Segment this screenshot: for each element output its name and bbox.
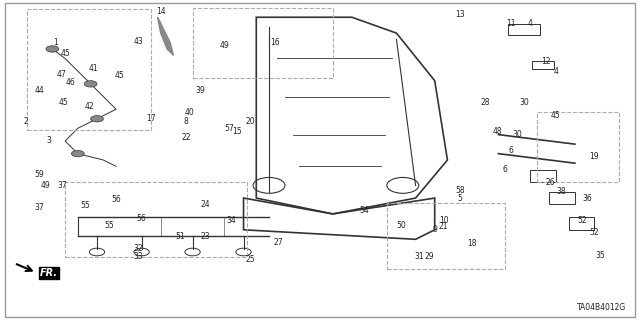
Circle shape — [46, 46, 59, 52]
Text: 56: 56 — [137, 214, 147, 223]
Text: 36: 36 — [583, 194, 593, 203]
Bar — [193, 8, 333, 77]
Text: 39: 39 — [195, 86, 205, 95]
Text: 30: 30 — [513, 130, 522, 139]
Text: 27: 27 — [274, 238, 284, 247]
Text: 42: 42 — [84, 101, 94, 111]
Text: 54: 54 — [360, 206, 369, 215]
Text: 26: 26 — [546, 178, 556, 187]
Text: 37: 37 — [57, 181, 67, 190]
Text: 4: 4 — [554, 67, 558, 76]
Text: 23: 23 — [200, 232, 210, 241]
Text: 51: 51 — [175, 232, 184, 241]
Text: 47: 47 — [57, 70, 67, 79]
Text: 22: 22 — [181, 133, 191, 142]
Text: 6: 6 — [509, 146, 514, 155]
Bar — [532, 61, 554, 69]
Text: FR.: FR. — [40, 268, 58, 278]
Bar — [508, 24, 540, 36]
Polygon shape — [157, 17, 173, 55]
Circle shape — [91, 116, 103, 122]
Text: 45: 45 — [115, 71, 124, 80]
Text: 52: 52 — [589, 228, 599, 237]
Text: 31: 31 — [414, 252, 424, 261]
Text: 2: 2 — [23, 117, 28, 126]
Circle shape — [84, 81, 97, 87]
Text: 37: 37 — [35, 203, 45, 212]
Text: TA04B4012G: TA04B4012G — [577, 303, 626, 312]
Text: 24: 24 — [200, 200, 210, 209]
Text: 16: 16 — [271, 38, 280, 47]
Text: 20: 20 — [245, 117, 255, 126]
Text: 34: 34 — [226, 216, 236, 225]
Circle shape — [72, 150, 84, 157]
Text: 48: 48 — [492, 127, 502, 136]
Text: 38: 38 — [556, 187, 566, 196]
Text: 17: 17 — [147, 114, 156, 123]
Text: 50: 50 — [397, 220, 406, 229]
Text: 49: 49 — [41, 181, 51, 190]
Text: 30: 30 — [519, 99, 529, 108]
Text: 6: 6 — [502, 165, 508, 174]
Text: 45: 45 — [551, 111, 561, 120]
Text: 35: 35 — [595, 251, 605, 260]
Text: 10: 10 — [440, 216, 449, 225]
Text: 25: 25 — [245, 255, 255, 264]
Text: 45: 45 — [59, 99, 68, 108]
Text: 45: 45 — [60, 49, 70, 58]
Bar — [568, 217, 594, 230]
Text: 5: 5 — [458, 194, 463, 203]
Text: 13: 13 — [456, 10, 465, 19]
Text: 11: 11 — [506, 19, 516, 28]
Text: 12: 12 — [541, 57, 551, 66]
Text: 49: 49 — [220, 41, 229, 50]
Text: 58: 58 — [456, 186, 465, 195]
Text: 41: 41 — [89, 63, 99, 73]
Text: 3: 3 — [47, 136, 52, 146]
Text: 57: 57 — [225, 124, 234, 133]
Text: 59: 59 — [35, 170, 45, 179]
Bar — [531, 170, 556, 182]
Text: 32: 32 — [134, 244, 143, 253]
Text: 18: 18 — [467, 239, 476, 248]
Text: 9: 9 — [432, 225, 437, 234]
Text: 29: 29 — [425, 252, 435, 261]
Text: 52: 52 — [578, 216, 588, 225]
Text: 43: 43 — [134, 36, 143, 45]
Bar — [27, 9, 151, 130]
Text: 21: 21 — [438, 222, 448, 231]
Bar — [549, 192, 575, 204]
Text: 15: 15 — [232, 127, 242, 136]
Text: 46: 46 — [65, 78, 75, 87]
Text: 33: 33 — [134, 252, 143, 261]
Bar — [537, 112, 620, 182]
Text: 8: 8 — [184, 117, 189, 126]
Text: 4: 4 — [528, 19, 532, 28]
Text: 28: 28 — [481, 99, 490, 108]
Text: 55: 55 — [81, 202, 90, 211]
Text: 56: 56 — [111, 195, 121, 204]
Text: 19: 19 — [589, 152, 599, 161]
Text: 14: 14 — [156, 7, 166, 16]
Bar — [387, 203, 505, 269]
Text: 40: 40 — [184, 108, 195, 117]
Text: 44: 44 — [35, 86, 45, 95]
Bar — [65, 182, 246, 257]
Text: 1: 1 — [53, 38, 58, 47]
Text: 55: 55 — [105, 220, 115, 229]
